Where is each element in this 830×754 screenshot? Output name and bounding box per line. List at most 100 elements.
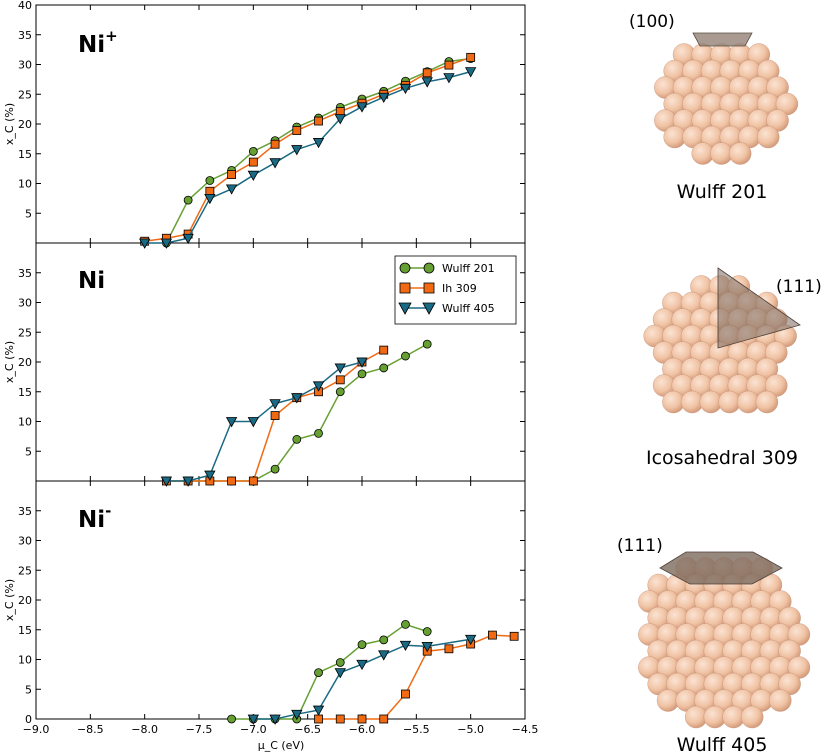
y-axis-label-mid: x_C (%) <box>3 341 16 383</box>
y-tick-label: 5 <box>25 683 32 696</box>
series-line-wulff405 <box>253 638 471 720</box>
data-point-wulff405 <box>421 77 433 88</box>
x-tick-label: −9.0 <box>23 723 50 736</box>
x-tick-label: −4.5 <box>512 723 539 736</box>
cluster-caption-3: Wulff 405 <box>677 734 768 754</box>
x-tick-label: −6.0 <box>349 723 376 736</box>
atom-sphere <box>755 390 779 414</box>
cluster-caption-1: Wulff 201 <box>677 181 768 203</box>
data-point-wulff405 <box>291 145 303 156</box>
series-line-wulff201 <box>166 343 428 482</box>
data-point-ih309 <box>444 644 454 654</box>
data-point-wulff405 <box>182 233 194 245</box>
data-point-ih309 <box>314 116 323 126</box>
y-tick-label: 10 <box>18 178 32 191</box>
data-point-wulff201 <box>314 428 323 438</box>
legend: Wulff 201 Ih 309 Wulff 405 <box>394 255 517 325</box>
atom-sphere <box>769 689 792 712</box>
legend-marker-ih309-b <box>423 282 435 294</box>
facet-label-1: (100) <box>629 12 675 32</box>
legend-marker-ih309-a <box>399 282 411 294</box>
data-point-ih309 <box>270 139 280 149</box>
data-point-ih309 <box>227 170 237 179</box>
series-layer <box>138 52 519 725</box>
series-line-ih309 <box>144 56 471 242</box>
atom-sphere <box>741 705 764 729</box>
x-tick-label: −5.0 <box>457 723 484 736</box>
data-point-wulff405 <box>443 73 455 84</box>
data-point-wulff201 <box>379 635 389 645</box>
data-point-wulff405 <box>225 184 238 195</box>
data-point-wulff201 <box>357 369 367 379</box>
y-tick-label: 35 <box>18 29 32 42</box>
data-point-wulff405 <box>334 114 346 125</box>
y-tick-label: 15 <box>18 624 32 637</box>
x-tick-label: −5.5 <box>403 723 430 736</box>
data-point-wulff405 <box>312 381 325 392</box>
data-point-wulff405 <box>356 659 368 671</box>
data-point-wulff405 <box>334 363 346 374</box>
ticks-layer: 5 10 15 20 25 30 35 40 5 10 15 20 25 30 35 0 5 10 15 20 25 30… <box>18 0 538 736</box>
data-point-wulff405 <box>399 640 412 652</box>
atom-sphere <box>757 125 780 149</box>
data-point-wulff201 <box>183 195 193 205</box>
y-tick-label: 5 <box>25 445 32 458</box>
x-axis-label: μ_C (eV) <box>258 739 305 752</box>
data-point-wulff201 <box>205 176 215 185</box>
data-point-wulff201 <box>335 658 345 667</box>
y-tick-label: 15 <box>18 386 32 399</box>
data-point-wulff405 <box>378 650 390 661</box>
panel-label-mid: Ni <box>78 268 105 294</box>
data-point-wulff201 <box>248 146 258 156</box>
legend-entry-wulff405: Wulff 405 <box>398 302 495 315</box>
y-tick-label: 30 <box>18 59 32 72</box>
panel-label-top: Ni+ <box>78 27 118 58</box>
y-axis-label-top: x_C (%) <box>3 103 16 145</box>
legend-marker-wulff201-b <box>423 262 435 274</box>
data-point-wulff405 <box>312 138 325 149</box>
data-point-wulff405 <box>291 393 303 404</box>
y-tick-label: 20 <box>18 356 32 369</box>
data-point-ih309 <box>335 375 345 385</box>
y-tick-label: 30 <box>18 535 32 548</box>
y-tick-label: 30 <box>18 297 32 310</box>
data-point-ih309 <box>487 630 497 640</box>
facet-100-overlay <box>692 32 753 47</box>
legend-entry-ih309: Ih 309 <box>399 282 477 295</box>
data-point-wulff405 <box>204 470 216 481</box>
data-point-wulff405 <box>225 417 238 428</box>
cluster-caption-2: Icosahedral 309 <box>646 447 798 469</box>
data-point-wulff405 <box>138 238 151 249</box>
data-point-wulff201 <box>401 619 410 629</box>
data-point-wulff405 <box>378 92 390 104</box>
data-point-ih309 <box>422 68 432 78</box>
y-tick-label: 10 <box>18 654 32 667</box>
x-tick-label: −8.0 <box>131 723 158 736</box>
data-point-ih309 <box>401 689 410 699</box>
y-tick-label: 35 <box>18 505 32 518</box>
legend-entry-wulff201: Wulff 201 <box>399 262 495 275</box>
x-tick-label: −7.5 <box>186 723 213 736</box>
y-tick-label: 5 <box>25 207 32 220</box>
data-point-wulff405 <box>160 238 173 249</box>
data-point-ih309 <box>314 714 323 724</box>
y-tick-label: 10 <box>18 416 32 429</box>
x-tick-label: −8.5 <box>77 723 104 736</box>
legend-marker-wulff405-a <box>398 302 412 315</box>
data-point-wulff201 <box>314 668 323 677</box>
data-point-ih309 <box>444 60 454 70</box>
x-tick-label: −6.5 <box>294 723 321 736</box>
atom-sphere <box>728 142 752 165</box>
y-tick-label: 20 <box>18 118 32 131</box>
data-point-wulff405 <box>356 102 368 113</box>
data-point-ih309 <box>379 345 389 355</box>
legend-marker-wulff405-b <box>422 302 436 315</box>
facet-111-overlay-wulff405 <box>659 551 783 585</box>
data-point-wulff201 <box>357 640 367 650</box>
series-line-wulff201 <box>231 623 428 720</box>
data-point-wulff405 <box>160 476 173 487</box>
legend-label-ih309: Ih 309 <box>442 282 477 295</box>
y-tick-label: 15 <box>18 148 32 161</box>
y-tick-label: 20 <box>18 594 32 607</box>
